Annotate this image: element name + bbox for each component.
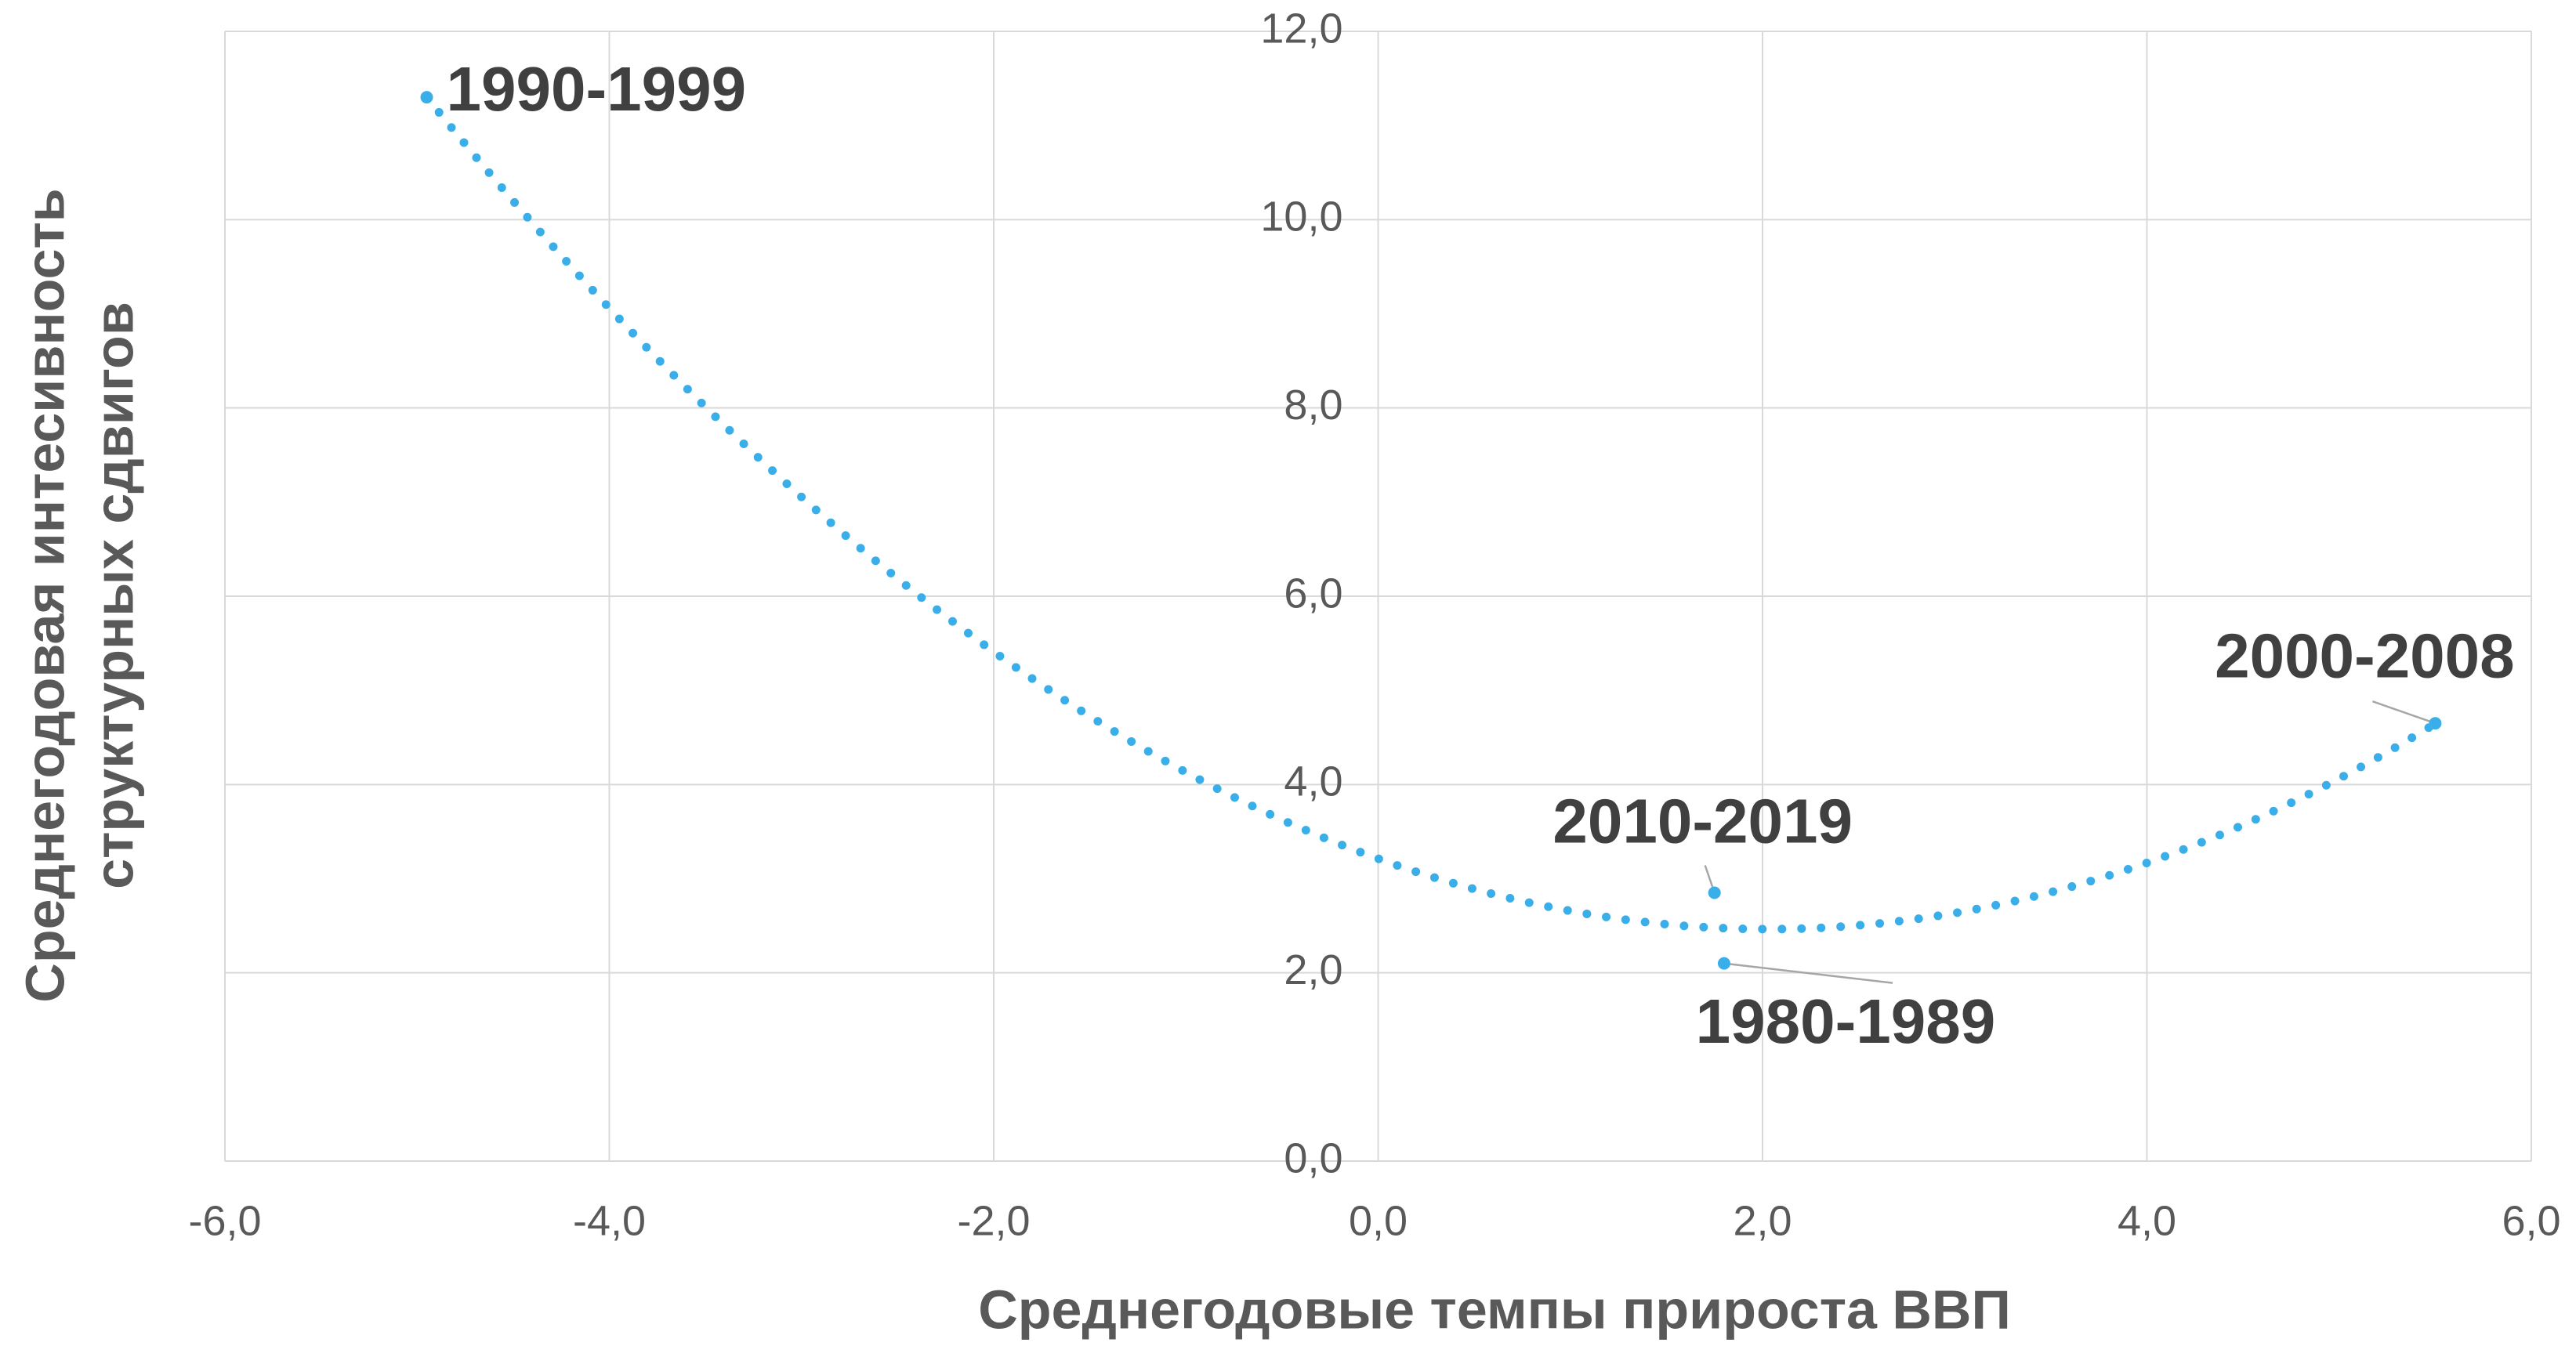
trendline xyxy=(422,92,2440,934)
x-tick-label: 4,0 xyxy=(2118,1197,2176,1244)
point xyxy=(420,91,433,104)
point-label: 2010-2019 xyxy=(1552,787,1853,856)
leader-line xyxy=(2371,700,2436,725)
x-tick-label: 6,0 xyxy=(2502,1197,2560,1244)
point xyxy=(1708,886,1721,899)
point-label: 1980-1989 xyxy=(1696,986,1996,1056)
y-tick-label: 8,0 xyxy=(1284,382,1342,429)
y-tick-label: 0,0 xyxy=(1284,1134,1342,1181)
point xyxy=(1717,957,1730,970)
x-tick-label: -6,0 xyxy=(188,1197,261,1244)
point-label: 2000-2008 xyxy=(2215,621,2515,690)
x-tick-label: 2,0 xyxy=(1733,1197,1792,1244)
y-axis-title: структурных сдвигов xyxy=(83,302,144,889)
point xyxy=(2429,717,2442,730)
x-tick-label: 0,0 xyxy=(1349,1197,1408,1244)
y-tick-label: 2,0 xyxy=(1284,946,1342,993)
y-tick-label: 4,0 xyxy=(1284,758,1342,805)
y-tick-label: 10,0 xyxy=(1260,194,1342,241)
y-tick-label: 6,0 xyxy=(1284,570,1342,617)
leader-line xyxy=(1723,962,1893,984)
y-axis-title: Среднегодовая интесивность xyxy=(14,188,75,1002)
x-axis-title: Среднегодовые темпы прироста ВВП xyxy=(978,1279,2011,1340)
y-tick-label: 12,0 xyxy=(1260,5,1342,52)
x-tick-label: -4,0 xyxy=(573,1197,646,1244)
point-label: 1990-1999 xyxy=(447,54,747,124)
x-tick-label: -2,0 xyxy=(957,1197,1030,1244)
